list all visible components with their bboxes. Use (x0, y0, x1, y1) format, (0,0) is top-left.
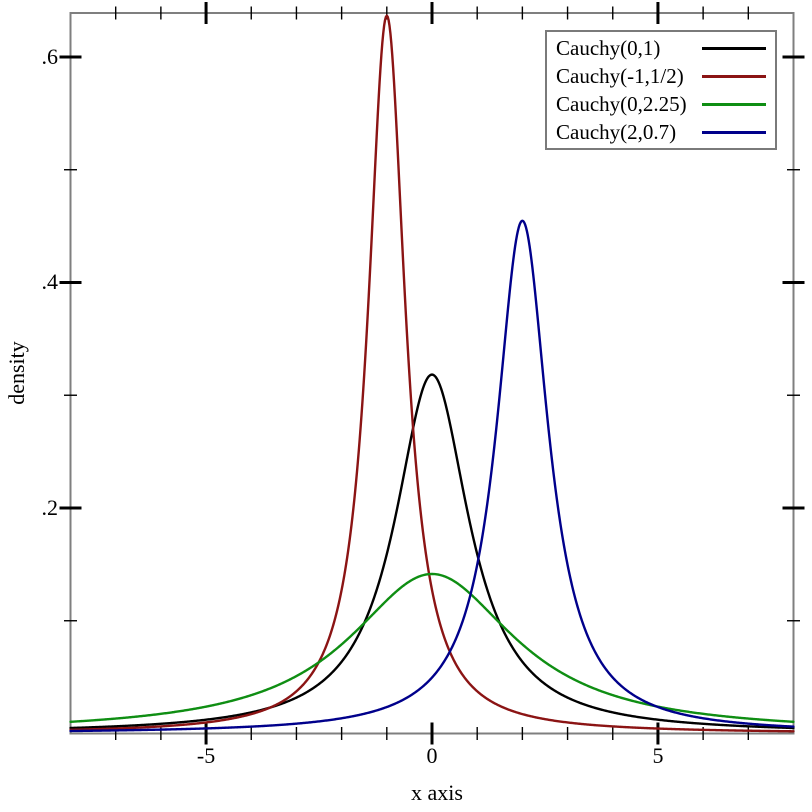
legend-line-swatch (702, 102, 766, 106)
curve-cauchy-0-1 (69, 373, 795, 730)
legend-item-label: Cauchy(0,1) (556, 35, 661, 60)
y-tick-label: .4 (41, 269, 59, 295)
curve-cauchy-1-1-2 (69, 14, 795, 733)
legend-line-swatch (702, 74, 766, 78)
curve-cauchy-0-2-25 (69, 572, 795, 724)
legend-item: Cauchy(2,0.7) (547, 118, 775, 146)
legend-item-label: Cauchy(2,0.7) (556, 119, 677, 144)
x-tick-label: 5 (652, 743, 664, 768)
x-axis-title: x axis (411, 780, 463, 805)
legend-item-label: Cauchy(-1,1/2) (556, 63, 684, 88)
legend-line-swatch (702, 46, 766, 50)
legend-line-swatch (702, 130, 766, 134)
curve-cauchy-2-0-7 (69, 219, 795, 733)
x-tick-label: 0 (426, 743, 438, 768)
x-tick-label: -5 (196, 743, 216, 768)
legend-item: Cauchy(0,1) (547, 34, 775, 62)
legend: Cauchy(0,1) Cauchy(-1,1/2) Cauchy(0,2.25) C… (545, 30, 777, 150)
y-tick-label: .6 (41, 43, 59, 69)
legend-item-label: Cauchy(0,2.25) (556, 91, 687, 116)
y-tick-label: .2 (41, 494, 59, 520)
legend-item: Cauchy(-1,1/2) (547, 62, 775, 90)
legend-item: Cauchy(0,2.25) (547, 90, 775, 118)
y-axis-title: density (4, 341, 29, 405)
